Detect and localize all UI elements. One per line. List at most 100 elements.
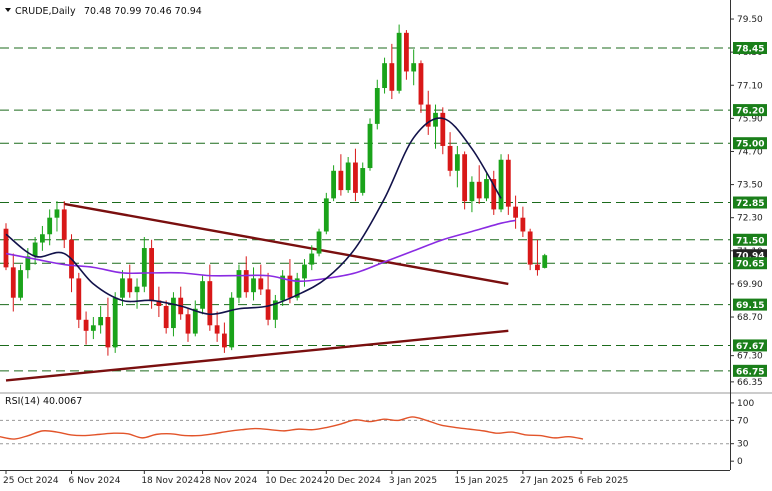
candle-body xyxy=(505,159,511,207)
x-tick-label: 18 Nov 2024 xyxy=(141,476,199,486)
price-badge-label: 70.65 xyxy=(736,260,764,270)
y-tick-label: 75.90 xyxy=(737,114,763,124)
candle-body xyxy=(382,63,387,89)
candle-body xyxy=(316,231,322,254)
price-badge-label: 67.67 xyxy=(736,342,764,352)
candle-body xyxy=(214,325,220,334)
y-tick-label: 72.30 xyxy=(737,214,763,224)
x-tick-label: 20 Dec 2024 xyxy=(323,476,381,486)
candle-body xyxy=(25,256,31,271)
candle-body xyxy=(331,170,336,199)
candle-body xyxy=(54,209,60,218)
candle-body xyxy=(3,228,9,268)
price-badge-label: 76.20 xyxy=(736,107,764,117)
price-badge xyxy=(733,196,767,209)
candle-body xyxy=(433,112,438,127)
price-badge xyxy=(733,298,767,311)
ohlc-label: 70.48 70.99 70.46 70.94 xyxy=(84,6,202,17)
sma-fast-line xyxy=(5,117,502,316)
candle-body xyxy=(185,314,191,334)
candle-body xyxy=(272,300,278,320)
x-tick-label: 3 Jan 2025 xyxy=(389,476,437,486)
candle-body xyxy=(171,297,176,329)
price-badge xyxy=(733,42,767,55)
x-tick-label: 25 Oct 2024 xyxy=(3,476,59,486)
rsi-label: RSI(14) 40.0067 xyxy=(5,396,82,407)
candle-body xyxy=(156,300,162,306)
price-badge-label: 71.50 xyxy=(736,236,764,246)
candle-body xyxy=(396,32,402,91)
y-tick-label: 77.10 xyxy=(737,81,763,91)
rsi-tick-label: 100 xyxy=(737,399,754,409)
candle-body xyxy=(323,198,329,232)
candle-body xyxy=(192,308,198,334)
x-tick-label: 10 Dec 2024 xyxy=(265,476,323,486)
price-badge-label: 75.00 xyxy=(736,140,764,150)
price-badge xyxy=(733,104,767,117)
sma-slow-line xyxy=(5,219,516,283)
rsi-tick-label: 30 xyxy=(737,440,749,450)
x-tick-label: 15 Jan 2025 xyxy=(454,476,508,486)
candle-body xyxy=(40,234,45,243)
candle-body xyxy=(338,170,344,191)
candle-body xyxy=(112,297,118,348)
candle-body xyxy=(98,317,104,326)
candle-body xyxy=(520,217,526,232)
y-tick-label: 67.30 xyxy=(737,352,763,362)
trendline xyxy=(64,202,509,286)
candle-body xyxy=(18,270,23,298)
candle-body xyxy=(32,242,38,257)
rsi-tick-label: 70 xyxy=(737,416,749,426)
candle-body xyxy=(527,231,533,265)
candle-body xyxy=(258,278,264,290)
candle-body xyxy=(83,319,89,331)
plot-area xyxy=(0,0,730,392)
candle-body xyxy=(222,333,227,348)
candle-body xyxy=(345,162,351,191)
x-tick-label: 6 Nov 2024 xyxy=(69,476,121,486)
price-badge-label: 69.15 xyxy=(736,301,764,311)
candle-body xyxy=(127,278,133,293)
price-badge-label: 78.45 xyxy=(736,45,764,55)
candle-body xyxy=(265,289,271,320)
candle-body xyxy=(207,281,213,326)
candle-body xyxy=(141,248,147,287)
candle-body xyxy=(309,253,315,265)
y-tick-label: 73.50 xyxy=(737,181,763,191)
candle-body xyxy=(149,248,154,301)
price-badge-label: 66.75 xyxy=(736,367,764,377)
candle-body xyxy=(76,278,82,320)
candle-body xyxy=(411,63,417,72)
price-badge xyxy=(733,257,767,270)
candle-body xyxy=(90,325,96,331)
price-badge-label: 70.94 xyxy=(736,252,764,262)
candle-body xyxy=(440,112,446,146)
y-tick-label: 79.50 xyxy=(737,15,763,25)
candle-body xyxy=(10,267,16,298)
candle-body xyxy=(469,181,475,202)
price-panel: 66.3567.3068.7069.9071.1072.3073.5074.70… xyxy=(0,0,767,392)
candle-body xyxy=(498,159,504,210)
price-badge xyxy=(733,339,767,352)
y-tick-label: 74.70 xyxy=(737,147,763,157)
rsi-panel: 100 70 30 0 xyxy=(0,399,754,467)
dropdown-triangle-icon[interactable] xyxy=(5,8,11,12)
chart-header[interactable]: CRUDE,Daily 70.48 70.99 70.46 70.94 xyxy=(5,6,202,17)
price-badge xyxy=(733,233,767,246)
rsi-tick-label: 0 xyxy=(737,457,743,467)
candle-body xyxy=(105,317,111,348)
y-tick-label: 66.35 xyxy=(737,378,763,388)
candle-body xyxy=(120,278,125,298)
candle-body xyxy=(302,264,307,279)
trendline xyxy=(5,329,509,382)
candle-body xyxy=(447,145,453,171)
rsi-line xyxy=(0,416,584,440)
candle-body xyxy=(418,63,424,105)
y-tick-label: 68.70 xyxy=(737,313,763,323)
candle-body xyxy=(374,88,380,124)
candle-body xyxy=(134,286,140,293)
candle-body xyxy=(462,154,468,202)
candle-body xyxy=(542,255,548,268)
candle-body xyxy=(484,179,489,199)
